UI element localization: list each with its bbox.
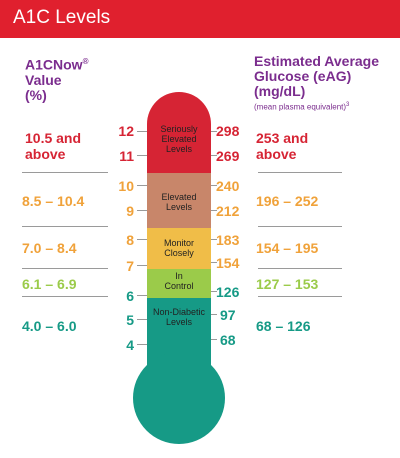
seg-monitor-closely bbox=[147, 228, 211, 269]
separator-left-4 bbox=[22, 296, 108, 297]
eag-range-non-diabetic: 68 – 126 bbox=[256, 318, 311, 334]
right-header-line3: (mg/dL) bbox=[254, 83, 306, 99]
label-seriously-elevated: Seriously Elevated Levels bbox=[160, 124, 198, 154]
eag-tick-183: 183 bbox=[216, 232, 240, 248]
eag-tick-298: 298 bbox=[216, 123, 240, 139]
a1c-range-monitor-closely: 7.0 – 8.4 bbox=[22, 240, 77, 256]
a1c-tick-12: 12 bbox=[118, 123, 134, 139]
note-text: (mean plasma equivalent) bbox=[254, 102, 347, 112]
eag-tick-126: 126 bbox=[216, 284, 240, 300]
tickline-left-9 bbox=[137, 210, 147, 211]
tickline-right-68 bbox=[211, 339, 217, 340]
a1c-tick-8: 8 bbox=[126, 232, 134, 248]
tickline-left-7 bbox=[137, 265, 147, 266]
label-elevated: Elevated Levels bbox=[161, 192, 197, 212]
registered-mark: ® bbox=[82, 57, 89, 66]
label-monitor-closely: Monitor Closely bbox=[163, 238, 194, 258]
header-bar: A1C Levels bbox=[0, 0, 400, 38]
a1c-tick-6: 6 bbox=[126, 288, 134, 304]
tickline-right-240 bbox=[211, 185, 217, 186]
eag-tick-212: 212 bbox=[216, 203, 240, 219]
tickline-right-183 bbox=[211, 239, 217, 240]
tickline-right-126 bbox=[211, 291, 217, 292]
separator-right-4 bbox=[258, 296, 342, 297]
mean-plasma-note: (mean plasma equivalent)3 bbox=[254, 102, 349, 112]
a1c-range-elevated: 8.5 – 10.4 bbox=[22, 193, 85, 209]
eag-tick-97: 97 bbox=[220, 307, 236, 323]
tickline-right-298 bbox=[211, 131, 217, 132]
tickline-left-8 bbox=[137, 239, 147, 240]
seg-elevated bbox=[147, 173, 211, 228]
seg-in-control bbox=[147, 269, 211, 298]
separator-left-1 bbox=[22, 172, 108, 173]
a1c-tick-11: 11 bbox=[119, 148, 134, 164]
tickline-left-6 bbox=[137, 295, 147, 296]
right-column-header: Estimated Average Glucose (eAG) (mg/dL) bbox=[254, 54, 379, 99]
left-column-header: A1CNow® Value (%) bbox=[25, 54, 88, 103]
tickline-left-11 bbox=[137, 155, 147, 156]
a1c-tick-4: 4 bbox=[126, 337, 134, 353]
a1c-range-seriously-elevated: 10.5 and above bbox=[25, 130, 82, 162]
a1c-tick-10: 10 bbox=[118, 178, 134, 194]
tickline-left-4 bbox=[137, 344, 147, 345]
left-header-line1: A1CNow bbox=[25, 56, 83, 73]
tickline-right-97 bbox=[211, 314, 217, 315]
a1c-tick-9: 9 bbox=[126, 203, 134, 219]
label-non-diabetic: Non-Diabetic Levels bbox=[152, 307, 206, 327]
left-header-line3: (%) bbox=[25, 86, 47, 103]
tickline-right-269 bbox=[211, 155, 217, 156]
eag-range-monitor-closely: 154 – 195 bbox=[256, 240, 319, 256]
separator-left-3 bbox=[22, 268, 108, 269]
eag-range-seriously-elevated: 253 and above bbox=[256, 130, 309, 162]
page-title: A1C Levels bbox=[13, 7, 111, 28]
tickline-left-10 bbox=[137, 185, 147, 186]
a1c-tick-5: 5 bbox=[126, 312, 134, 328]
separator-right-2 bbox=[258, 226, 342, 227]
separator-right-3 bbox=[258, 268, 342, 269]
tickline-right-212 bbox=[211, 210, 217, 211]
right-header-line2: Glucose (eAG) bbox=[254, 68, 352, 84]
seg-seriously-elevated-body bbox=[147, 124, 211, 173]
tickline-right-154 bbox=[211, 262, 217, 263]
left-header-line2: Value bbox=[25, 71, 62, 88]
eag-tick-269: 269 bbox=[216, 148, 240, 164]
eag-range-elevated: 196 – 252 bbox=[256, 193, 319, 209]
a1c-tick-7: 7 bbox=[126, 258, 134, 274]
eag-tick-68: 68 bbox=[220, 332, 236, 348]
thermometer-bulb bbox=[133, 352, 225, 444]
label-in-control: In Control bbox=[164, 271, 194, 291]
eag-tick-154: 154 bbox=[216, 255, 240, 271]
tickline-left-12 bbox=[137, 131, 147, 132]
note-superscript: 3 bbox=[346, 102, 350, 108]
eag-range-in-control: 127 – 153 bbox=[256, 276, 319, 292]
right-header-line1: Estimated Average bbox=[254, 53, 380, 69]
a1c-range-in-control: 6.1 – 6.9 bbox=[22, 276, 77, 292]
eag-tick-240: 240 bbox=[216, 178, 240, 194]
separator-right-1 bbox=[258, 172, 342, 173]
tickline-left-5 bbox=[137, 319, 147, 320]
separator-left-2 bbox=[22, 226, 108, 227]
a1c-range-non-diabetic: 4.0 – 6.0 bbox=[22, 318, 77, 334]
